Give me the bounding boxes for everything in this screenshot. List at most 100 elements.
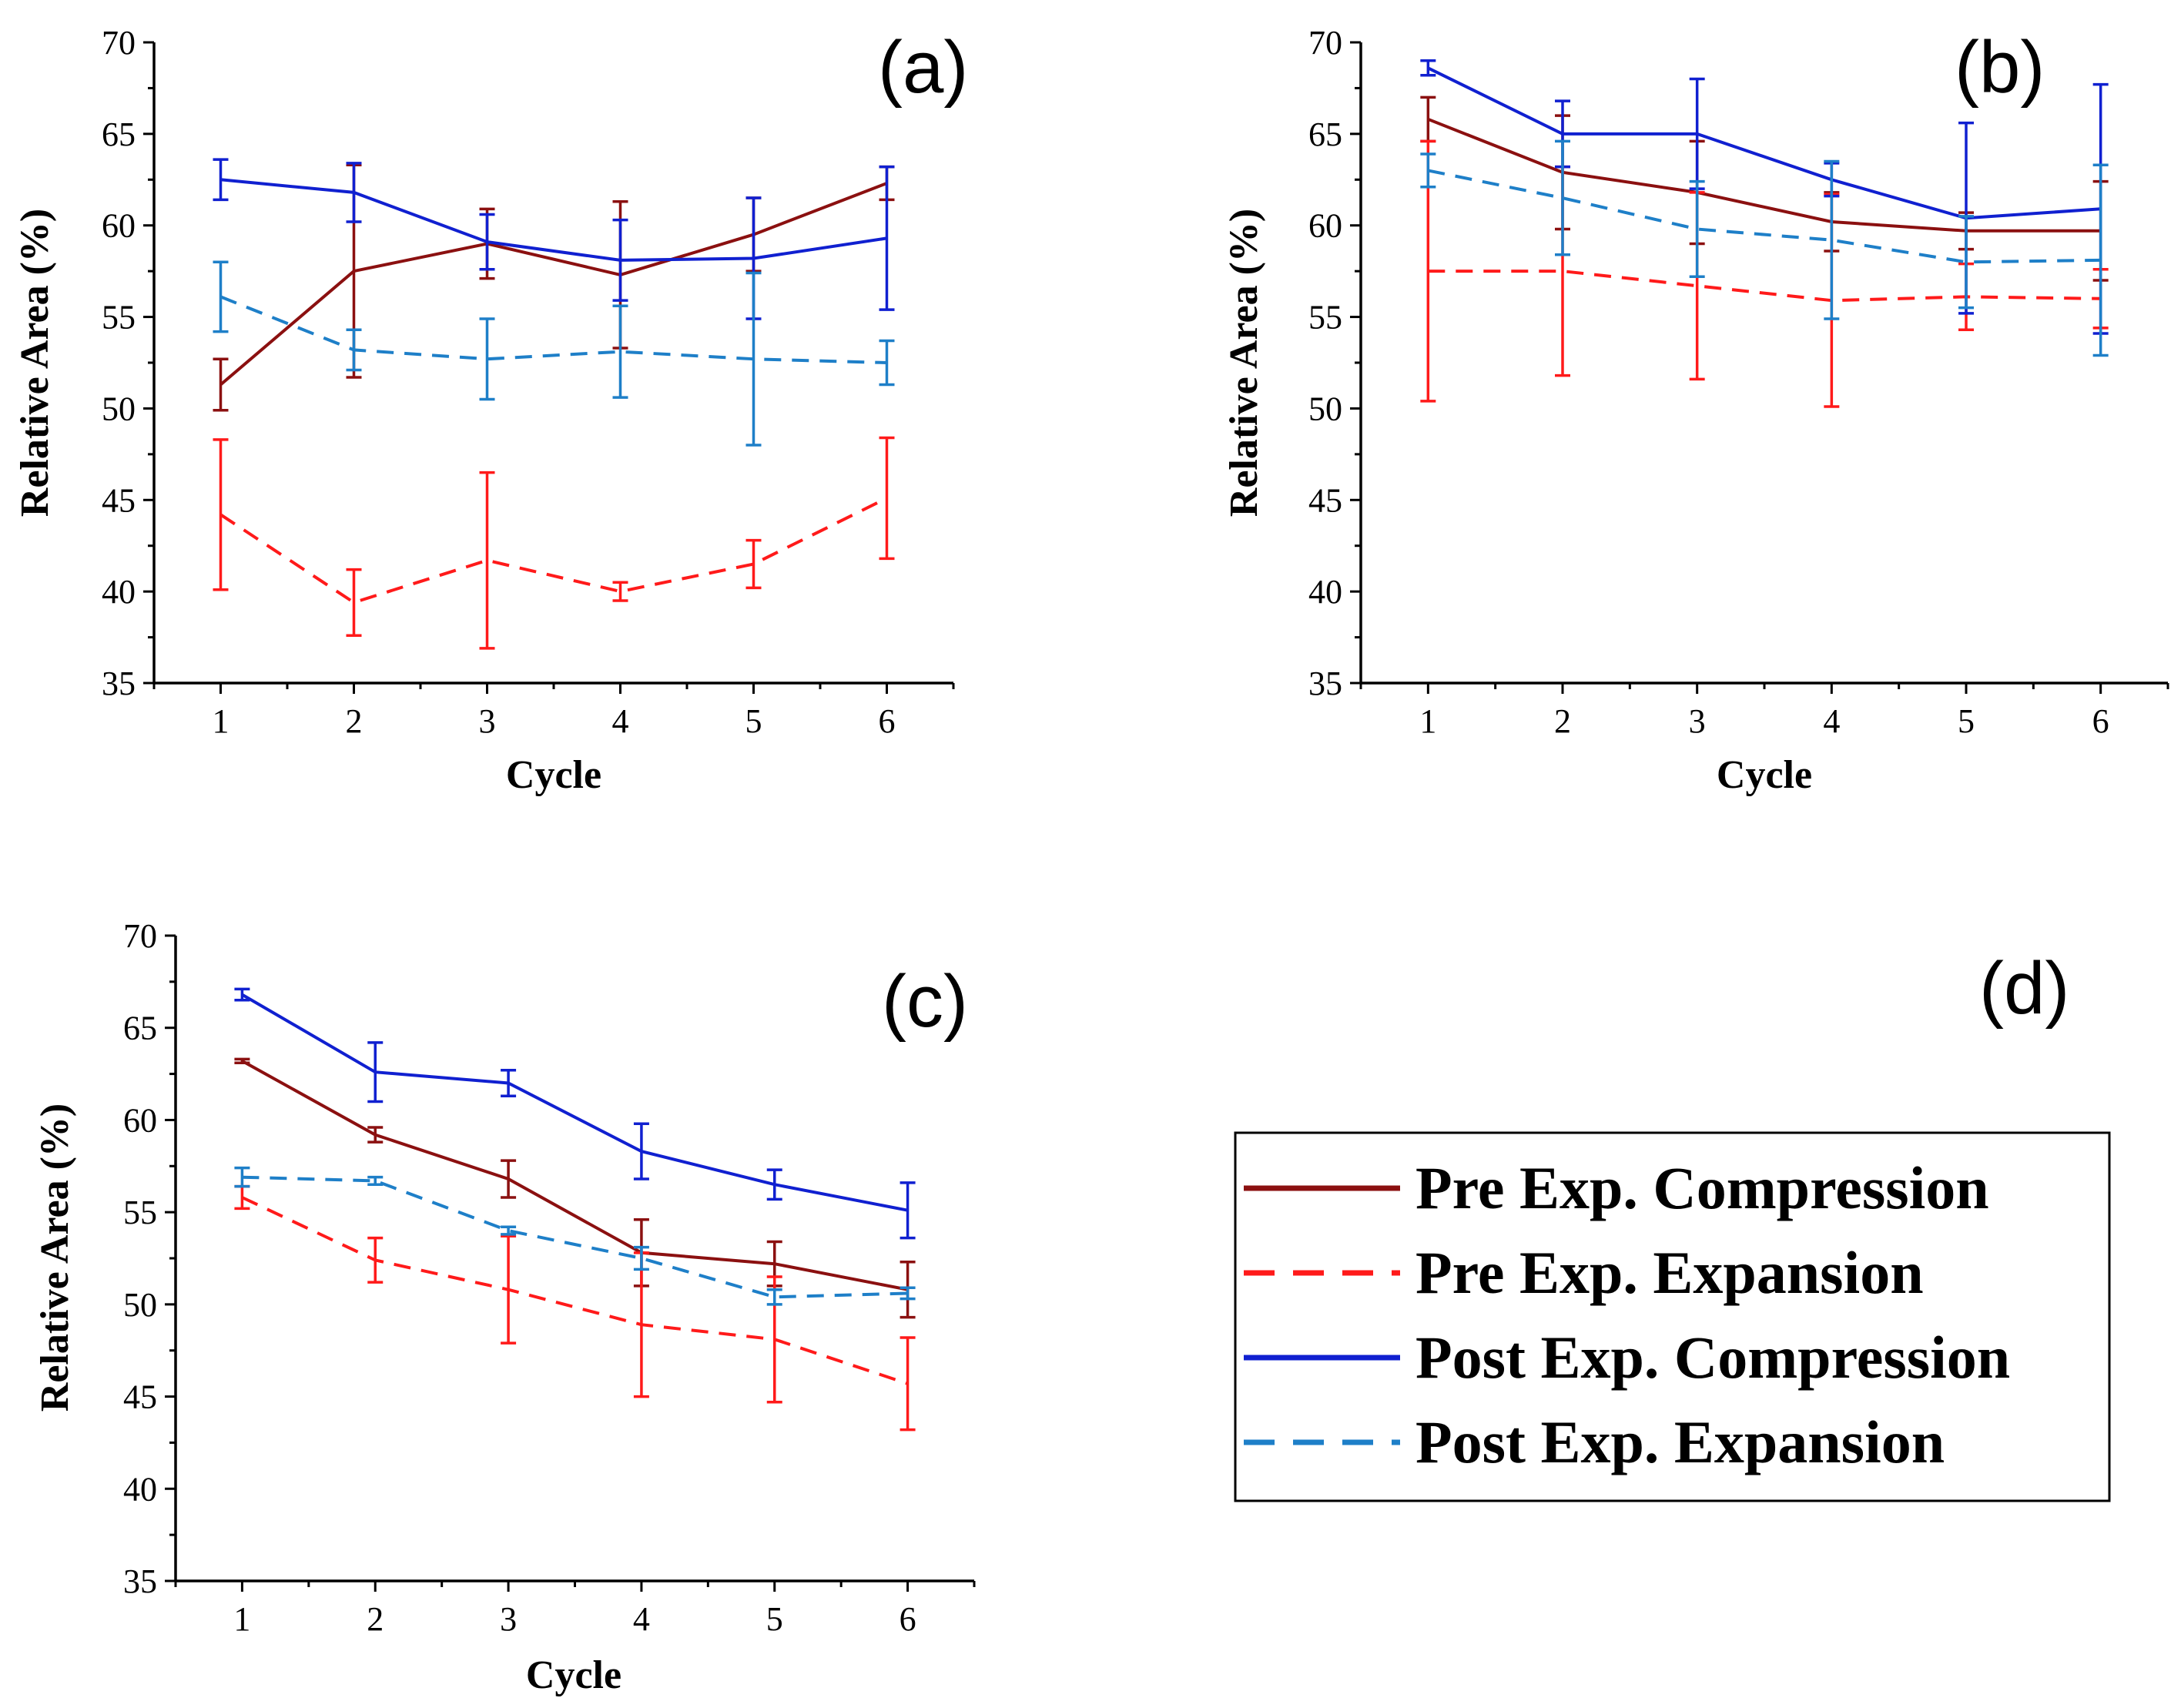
x-axis-title-c: Cycle: [526, 1653, 621, 1697]
error-bar: [213, 158, 229, 202]
series-post-expansion-a: [213, 260, 895, 447]
error-bar: [879, 436, 895, 561]
y-axis-title-c: Relative Area (%): [33, 1104, 77, 1412]
x-tick-label-c: 6: [900, 1600, 916, 1638]
legend-label: Post Exp. Expansion: [1415, 1408, 1945, 1475]
error-bar: [612, 304, 628, 399]
panel-label-b: (b): [1955, 26, 2045, 109]
series-pre-expansion-c: [234, 1184, 916, 1432]
y-tick-label-b: 65: [1308, 116, 1342, 153]
x-axis-title-a: Cycle: [506, 753, 601, 797]
panel-label-a: (a): [878, 26, 968, 109]
series-line: [1427, 66, 2101, 220]
series-line: [1427, 169, 2101, 264]
y-tick-label-b: 70: [1308, 24, 1342, 62]
y-tick-label-a: 50: [102, 390, 136, 427]
y-tick-label-a: 45: [102, 481, 136, 519]
y-tick-label-c: 60: [123, 1101, 157, 1139]
chart-panel-c: (c) Cycle Relative Area (%) 354045505560…: [33, 917, 976, 1697]
chart-panel-b: (b) Cycle Relative Area (%) 354045505560…: [1222, 24, 2169, 797]
y-tick-label-a: 70: [102, 24, 136, 62]
x-tick-label-a: 6: [879, 702, 896, 740]
y-tick-label-c: 35: [123, 1562, 157, 1600]
y-tick-label-a: 65: [102, 116, 136, 153]
series-line: [241, 1196, 909, 1385]
y-tick-label-b: 45: [1308, 481, 1342, 519]
legend-box: [1234, 1131, 2111, 1502]
x-tick-label-a: 1: [213, 702, 229, 740]
x-tick-label-a: 2: [346, 702, 363, 740]
x-tick-label-c: 4: [633, 1600, 650, 1638]
error-bar: [1555, 139, 1570, 256]
series-line: [219, 497, 888, 604]
series-pre-compression-c: [234, 1057, 916, 1319]
x-tick-label-a: 3: [479, 702, 496, 740]
x-tick-label-b: 5: [1958, 702, 1975, 740]
series-post-expansion-b: [1420, 139, 2109, 357]
series-post-expansion-c: [234, 1166, 916, 1306]
error-bar: [479, 317, 495, 401]
series-line: [242, 1175, 908, 1299]
legend-panel-d: (d) Pre Exp. Compression Pre Exp. Expansi…: [1234, 947, 2111, 1502]
x-tick-label-b: 4: [1823, 702, 1840, 740]
series-line: [241, 993, 908, 1212]
y-tick-label-c: 40: [123, 1470, 157, 1508]
y-axis-title-b: Relative Area (%): [1222, 209, 1266, 517]
x-tick-label-a: 4: [612, 702, 629, 740]
error-bar: [213, 357, 229, 412]
x-tick-label-c: 2: [367, 1600, 384, 1638]
error-bar: [633, 1245, 649, 1271]
y-tick-label-a: 60: [102, 207, 136, 245]
legend-items: Pre Exp. Compression Pre Exp. Expansion Po…: [1244, 1154, 2010, 1475]
series-post-compression-a: [213, 158, 895, 320]
series-post-compression-c: [234, 987, 916, 1240]
x-tick-label-c: 3: [500, 1600, 517, 1638]
x-tick-label-b: 3: [1689, 702, 1706, 740]
y-tick-label-c: 65: [123, 1010, 157, 1047]
chart-panel-a: (a) Cycle Relative Area (%) 354045505560…: [13, 24, 968, 797]
series-pre-expansion-b: [1420, 139, 2109, 408]
x-tick-label-b: 6: [2092, 702, 2109, 740]
series-line: [1428, 270, 2101, 303]
x-tick-label-a: 5: [745, 702, 762, 740]
error-bar: [367, 1175, 384, 1186]
error-bar: [745, 538, 762, 590]
error-bar: [1689, 179, 1705, 279]
panel-label-c: (c): [882, 960, 968, 1043]
error-bar: [1958, 215, 1974, 310]
x-tick-label-c: 5: [766, 1600, 783, 1638]
y-tick-label-c: 70: [123, 917, 157, 955]
series-line: [219, 295, 887, 364]
error-bar: [346, 568, 362, 637]
error-bar: [900, 1286, 916, 1301]
y-tick-label-c: 45: [123, 1378, 157, 1416]
panel-label-d: (d): [1979, 947, 2069, 1030]
legend-entry: Post Exp. Expansion: [1244, 1408, 1945, 1475]
legend-entry: Post Exp. Compression: [1244, 1324, 2010, 1391]
legend-label: Post Exp. Compression: [1415, 1324, 2010, 1391]
x-tick-label-b: 2: [1554, 702, 1571, 740]
error-bar: [745, 271, 762, 447]
series-line: [1427, 117, 2101, 233]
y-axis-title-a: Relative Area (%): [13, 209, 57, 517]
legend-label: Pre Exp. Expansion: [1415, 1239, 1924, 1306]
legend-entry: Pre Exp. Compression: [1244, 1154, 1989, 1221]
y-tick-label-a: 35: [102, 665, 136, 702]
x-axis-title-b: Cycle: [1717, 753, 1812, 797]
legend-entry: Pre Exp. Expansion: [1244, 1239, 1924, 1306]
series-pre-compression-a: [213, 163, 895, 412]
y-tick-label-a: 40: [102, 573, 136, 611]
series-line: [219, 182, 888, 387]
series-line: [241, 1060, 908, 1291]
y-tick-label-b: 40: [1308, 573, 1342, 611]
y-tick-label-b: 50: [1308, 390, 1342, 427]
error-bar: [1824, 159, 1840, 320]
legend-label: Pre Exp. Compression: [1415, 1154, 1989, 1221]
y-tick-label-c: 55: [123, 1194, 157, 1231]
series-line: [220, 178, 887, 262]
error-bar: [612, 581, 628, 602]
x-tick-label-b: 1: [1419, 702, 1436, 740]
y-tick-label-c: 50: [123, 1286, 157, 1324]
series-pre-expansion-a: [213, 436, 895, 650]
